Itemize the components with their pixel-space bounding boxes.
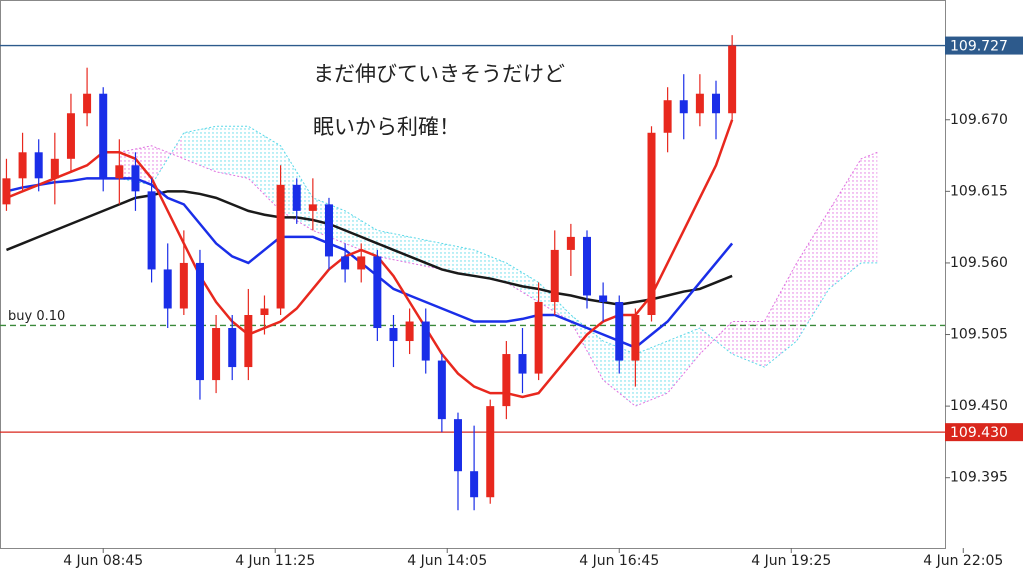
cloud-segment [732, 321, 765, 368]
candle-body [179, 262, 188, 309]
axes: 109.670 109.615 109.560 109.505 109.450 109.3… [63, 112, 1008, 569]
price-tag [945, 423, 1023, 442]
price-tag-label: 109.430 [950, 425, 1008, 441]
candle-body [341, 256, 350, 270]
candle-body [228, 328, 237, 368]
candle-body [131, 165, 140, 192]
candle-body [195, 262, 204, 381]
candle-body [308, 204, 317, 211]
candle-body [712, 93, 721, 114]
annotation: まだ伸びていきそうだけど [313, 62, 565, 86]
candle-body [357, 256, 366, 270]
candle-body [276, 184, 285, 309]
candle-body [405, 321, 414, 342]
candle-body [421, 321, 430, 361]
cloud-segment [861, 152, 878, 263]
candle-body [518, 354, 527, 374]
moving-average [6, 177, 734, 349]
candle-body [599, 295, 608, 302]
cloud-segment [635, 341, 668, 407]
candle-body [453, 419, 462, 472]
candle-body [260, 308, 269, 316]
x-tick-label: 4 Jun 11:25 [235, 553, 315, 569]
y-tick-label: 109.670 [950, 112, 1008, 128]
candle-body [679, 100, 688, 114]
order-label: buy 0.10 [8, 309, 65, 324]
candle-body [728, 45, 737, 114]
candle-body [115, 165, 124, 179]
candle-body [18, 152, 27, 179]
candle-body [631, 315, 640, 361]
candle-body [373, 256, 382, 329]
candle-body [486, 406, 495, 498]
cloud-segment [441, 243, 475, 276]
x-tick-label: 4 Jun 08:45 [63, 553, 143, 569]
candle-body [566, 236, 575, 250]
candle-body [66, 113, 75, 159]
candle-body [615, 301, 624, 361]
cloud-segment [764, 262, 797, 368]
cloud-segment [345, 210, 378, 257]
cloud-segment [151, 132, 184, 185]
candle-body [534, 301, 543, 374]
cloud-segment [506, 262, 539, 302]
y-tick-label: 109.505 [950, 327, 1008, 343]
y-tick-label: 109.615 [950, 183, 1008, 199]
x-tick-label: 4 Jun 22:05 [923, 553, 1003, 569]
candle-body [83, 93, 92, 114]
x-tick-label: 4 Jun 16:45 [579, 553, 659, 569]
cloud-segment [377, 230, 410, 263]
candle-body [212, 328, 221, 381]
candle-body [50, 158, 59, 179]
y-tick-label: 109.450 [950, 398, 1008, 414]
candle-body [663, 100, 672, 133]
cloud-segment [216, 126, 249, 179]
candle-body [147, 191, 156, 270]
cloud-segment [183, 126, 217, 172]
candle-body [163, 269, 172, 309]
candle-body [647, 132, 656, 316]
cloud-segment [248, 126, 281, 211]
moving-average [5, 190, 733, 306]
candle-body [695, 93, 704, 114]
x-tick-label: 4 Jun 14:05 [407, 553, 487, 569]
candle-body [34, 152, 43, 179]
candle-body [324, 204, 333, 257]
annotation: 眠いから利確！ [313, 115, 460, 139]
moving-average [5, 119, 734, 399]
candle-body [582, 236, 591, 296]
candle-body [389, 328, 398, 342]
candle-body [2, 178, 11, 205]
candle-body [244, 315, 253, 368]
cloud-segment [667, 328, 700, 394]
y-tick-label: 109.560 [950, 255, 1008, 271]
y-tick-label: 109.395 [950, 470, 1008, 486]
cloud-segment [796, 210, 829, 342]
candle-body [292, 184, 301, 211]
price-tag-label: 109.727 [950, 39, 1008, 55]
candle-body [550, 249, 559, 302]
plot-area [0, 35, 945, 511]
candle-body [502, 354, 511, 407]
cloud-segment [828, 158, 862, 289]
candle-body [99, 93, 108, 179]
cloud-segment [570, 315, 604, 381]
price-tag [945, 36, 1023, 55]
cloud-segment [474, 249, 507, 283]
cloud-span [119, 125, 878, 368]
cloud-segment [409, 236, 442, 270]
candle-body [470, 471, 479, 498]
x-tick-label: 4 Jun 19:25 [751, 553, 831, 569]
candle-body [437, 360, 446, 420]
